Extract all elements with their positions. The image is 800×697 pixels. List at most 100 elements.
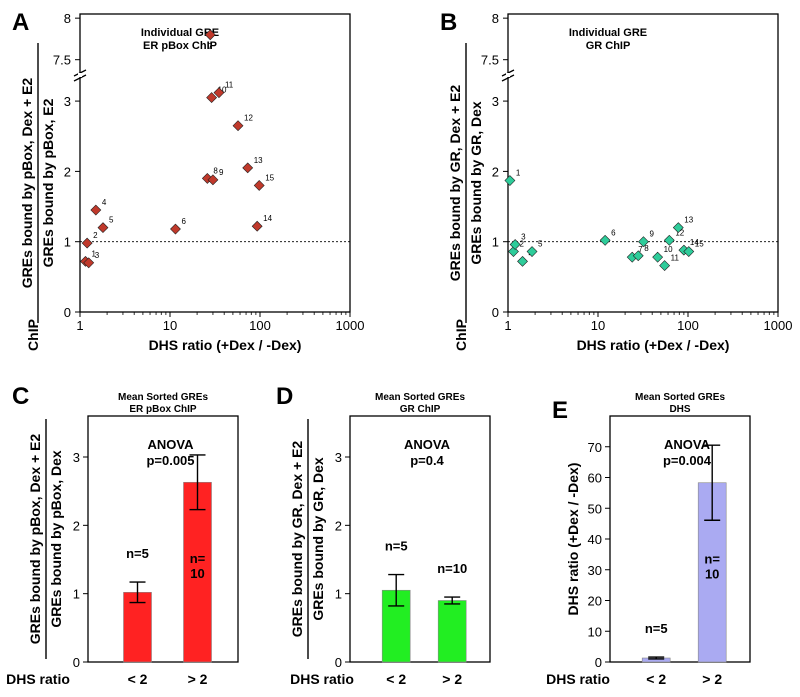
- panel-e: E Mean Sorted GREs DHS 0 10 20 30 40 50 60 70 < 2 n=…: [546, 392, 751, 687]
- y-tick-label: 30: [588, 563, 602, 578]
- point-label: 14: [690, 238, 699, 247]
- y-tick-label: 20: [588, 594, 602, 609]
- anova-annotation: ANOVA p=0.005: [146, 437, 194, 468]
- y-axis-label: GREs bound by GR, Dex + E2 GREs bound by …: [289, 419, 326, 659]
- y-label-prefix: ChIP: [453, 319, 469, 351]
- y-tick-label: 3: [335, 450, 342, 465]
- y-label-numerator: GREs bound by pBox, Dex + E2: [27, 434, 43, 645]
- point-label: 13: [684, 216, 693, 225]
- count-label: n=10: [190, 551, 206, 581]
- data-point: [504, 175, 516, 186]
- panel-letter: C: [12, 383, 29, 410]
- data-point: [663, 234, 675, 246]
- y-tick-label: 1: [64, 235, 71, 250]
- point-label: 6: [611, 228, 616, 237]
- x-axis-label: DHS ratio: [546, 671, 610, 687]
- x-tick-label: 1: [76, 318, 83, 333]
- anova-annotation-line: ANOVA: [148, 437, 195, 452]
- y-axis-label: GREs bound by GR, Dex + E2 GREs bound by …: [447, 43, 484, 351]
- y-tick-label: 70: [588, 440, 602, 455]
- data-point: [253, 180, 265, 191]
- y-tick-label: 3: [64, 94, 71, 109]
- point-label: 1: [516, 169, 521, 178]
- data-point: [683, 246, 695, 257]
- data-point: [83, 257, 95, 269]
- chart-title-line: DHS: [669, 404, 690, 415]
- y-tick-label: 0: [595, 655, 602, 670]
- y-tick-label: 40: [588, 532, 602, 547]
- data-point: [638, 236, 649, 248]
- y-axis-label: DHS ratio (+Dex / -Dex): [565, 463, 581, 616]
- chart-title-line: Mean Sorted GREs: [635, 392, 725, 403]
- plot-frame: [87, 415, 239, 663]
- count-label-line: 10: [705, 566, 719, 581]
- y-tick-label: 2: [73, 518, 80, 533]
- point-label: 11: [671, 254, 680, 263]
- category-label: < 2: [386, 671, 406, 687]
- point-label: 2: [93, 231, 98, 240]
- point-label: 3: [95, 251, 100, 260]
- point-label: 14: [263, 214, 272, 223]
- chart-title-line: GR ChIP: [400, 404, 441, 415]
- y-label-denominator: GREs bound by pBox, E2: [40, 98, 56, 267]
- y-tick-label: 50: [588, 501, 602, 516]
- anova-annotation-line: p=0.004: [663, 453, 712, 468]
- panel-c: C Mean Sorted GREs ER pBox ChIP 0 1 2 3 < 2 n=5 >…: [6, 383, 239, 687]
- x-tick-label: 1000: [764, 318, 793, 333]
- y-tick-label: 2: [64, 164, 71, 179]
- data-point: [672, 222, 684, 234]
- point-label: 12: [675, 228, 684, 237]
- category-label: > 2: [188, 671, 208, 687]
- y-tick-label: 0: [492, 305, 499, 320]
- panel-d: D Mean Sorted GREs GR ChIP 0 1 2 3 < 2 n=5 > 2 n=1…: [276, 383, 491, 687]
- bar: [183, 481, 212, 663]
- point-label: 11: [225, 81, 234, 90]
- point-label: 9: [219, 168, 224, 177]
- x-tick-label: 1000: [336, 318, 365, 333]
- point-label: 10: [218, 86, 227, 95]
- panel-letter: A: [12, 9, 29, 36]
- point-label: 15: [265, 173, 274, 182]
- data-point: [90, 204, 102, 216]
- chart-title: Mean Sorted GREs GR ChIP: [375, 392, 465, 415]
- data-point: [509, 239, 521, 250]
- point-label: 7: [208, 42, 213, 51]
- data-point: [517, 255, 528, 267]
- count-label: n=10: [704, 551, 720, 581]
- count-label-line: n=5: [126, 546, 149, 561]
- data-point: [232, 120, 244, 132]
- y-tick-label: 7.5: [53, 53, 71, 68]
- point-label: 1: [91, 249, 96, 258]
- panel-letter: E: [552, 397, 568, 424]
- plot-frame: [79, 13, 351, 313]
- data-point: [213, 87, 225, 99]
- point-label: 15: [695, 240, 704, 249]
- count-label: n=10: [437, 561, 467, 576]
- anova-annotation-line: p=0.005: [146, 453, 194, 468]
- point-label: 13: [254, 156, 263, 165]
- point-label: 9: [649, 230, 654, 239]
- anova-annotation-line: p=0.4: [410, 453, 444, 468]
- category-label: > 2: [702, 671, 722, 687]
- chart-title: Individual GRE GR ChIP: [569, 27, 647, 52]
- data-point: [652, 251, 664, 263]
- plot-frame: [507, 13, 779, 313]
- count-label-line: n=: [704, 551, 720, 566]
- count-label-line: n=5: [645, 621, 668, 636]
- x-axis-label: DHS ratio (+Dex / -Dex): [149, 337, 302, 353]
- y-label-numerator: GREs bound by pBox, Dex + E2: [19, 78, 35, 289]
- data-point: [599, 234, 611, 246]
- point-label: 10: [664, 245, 673, 254]
- y-label-numerator: GREs bound by GR, Dex + E2: [447, 85, 463, 282]
- y-label-denominator: GREs bound by pBox, Dex: [48, 450, 64, 628]
- data-point: [170, 223, 181, 235]
- x-tick-label: 10: [591, 318, 605, 333]
- category-label: < 2: [128, 671, 148, 687]
- bar: [437, 600, 467, 663]
- chart-title: Individual GRE ER pBox ChIP: [141, 27, 219, 52]
- panel-letter: D: [276, 383, 293, 410]
- y-label-denominator: GREs bound by GR, Dex: [468, 101, 484, 265]
- point-label: 8: [213, 166, 218, 175]
- chart-title-line: Individual GRE: [141, 27, 219, 39]
- chart-title-line: GR ChIP: [586, 40, 631, 52]
